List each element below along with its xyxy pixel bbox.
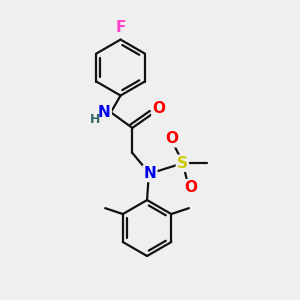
Text: F: F: [116, 20, 126, 35]
Text: N: N: [144, 166, 156, 181]
Text: O: O: [165, 131, 178, 146]
Text: S: S: [177, 156, 188, 171]
Text: O: O: [152, 101, 165, 116]
Text: H: H: [90, 113, 100, 127]
Text: O: O: [184, 180, 197, 195]
Text: N: N: [98, 105, 111, 120]
